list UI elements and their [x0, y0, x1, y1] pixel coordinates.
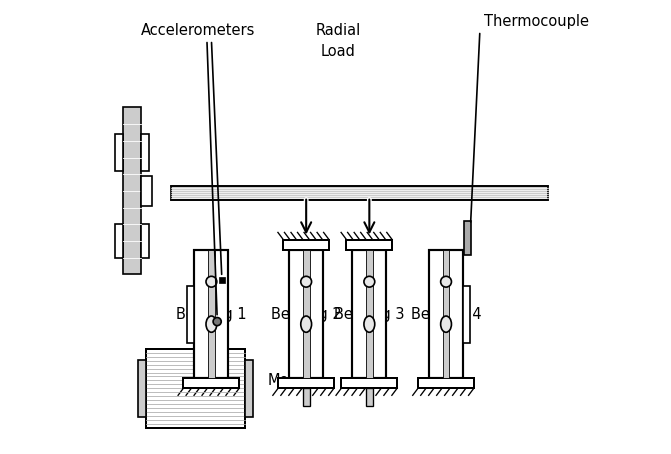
Bar [115, 134, 123, 171]
Ellipse shape [364, 316, 375, 332]
Bar [346, 240, 392, 250]
Ellipse shape [206, 316, 217, 332]
Circle shape [441, 276, 452, 287]
Bar [342, 378, 397, 388]
Bar [303, 388, 309, 406]
Bar [183, 378, 240, 388]
Bar [443, 250, 450, 378]
Bar [352, 250, 386, 378]
Text: Bearing 1: Bearing 1 [176, 307, 247, 322]
Text: Bearing 4: Bearing 4 [411, 307, 481, 322]
Ellipse shape [301, 316, 311, 332]
Bar [463, 286, 470, 343]
Text: Bearing 2: Bearing 2 [271, 307, 342, 322]
Text: Load: Load [320, 44, 355, 59]
Bar [464, 221, 471, 255]
Circle shape [213, 317, 221, 326]
Bar [289, 250, 323, 378]
Bar [115, 224, 123, 258]
Text: Motor: Motor [268, 373, 310, 388]
Circle shape [206, 276, 217, 287]
Bar [208, 250, 215, 378]
Bar [366, 250, 372, 378]
Bar [187, 286, 195, 343]
Bar [140, 134, 149, 171]
Bar [219, 277, 225, 283]
Bar [303, 250, 309, 378]
Bar [123, 108, 140, 274]
Bar [283, 240, 329, 250]
Bar [195, 250, 228, 378]
Bar [171, 186, 548, 200]
Bar [429, 250, 463, 378]
Circle shape [364, 276, 375, 287]
Circle shape [301, 276, 311, 287]
Bar [278, 378, 334, 388]
Bar [246, 360, 253, 417]
Bar [418, 378, 474, 388]
Bar [366, 388, 372, 406]
Bar [140, 224, 149, 258]
Text: Bearing 3: Bearing 3 [334, 307, 405, 322]
Ellipse shape [441, 316, 452, 332]
Bar [140, 176, 152, 206]
Bar [138, 360, 146, 417]
Bar [146, 349, 246, 428]
Text: Thermocouple: Thermocouple [484, 14, 589, 29]
Text: Accelerometers: Accelerometers [141, 23, 255, 38]
Text: Radial: Radial [315, 23, 360, 38]
